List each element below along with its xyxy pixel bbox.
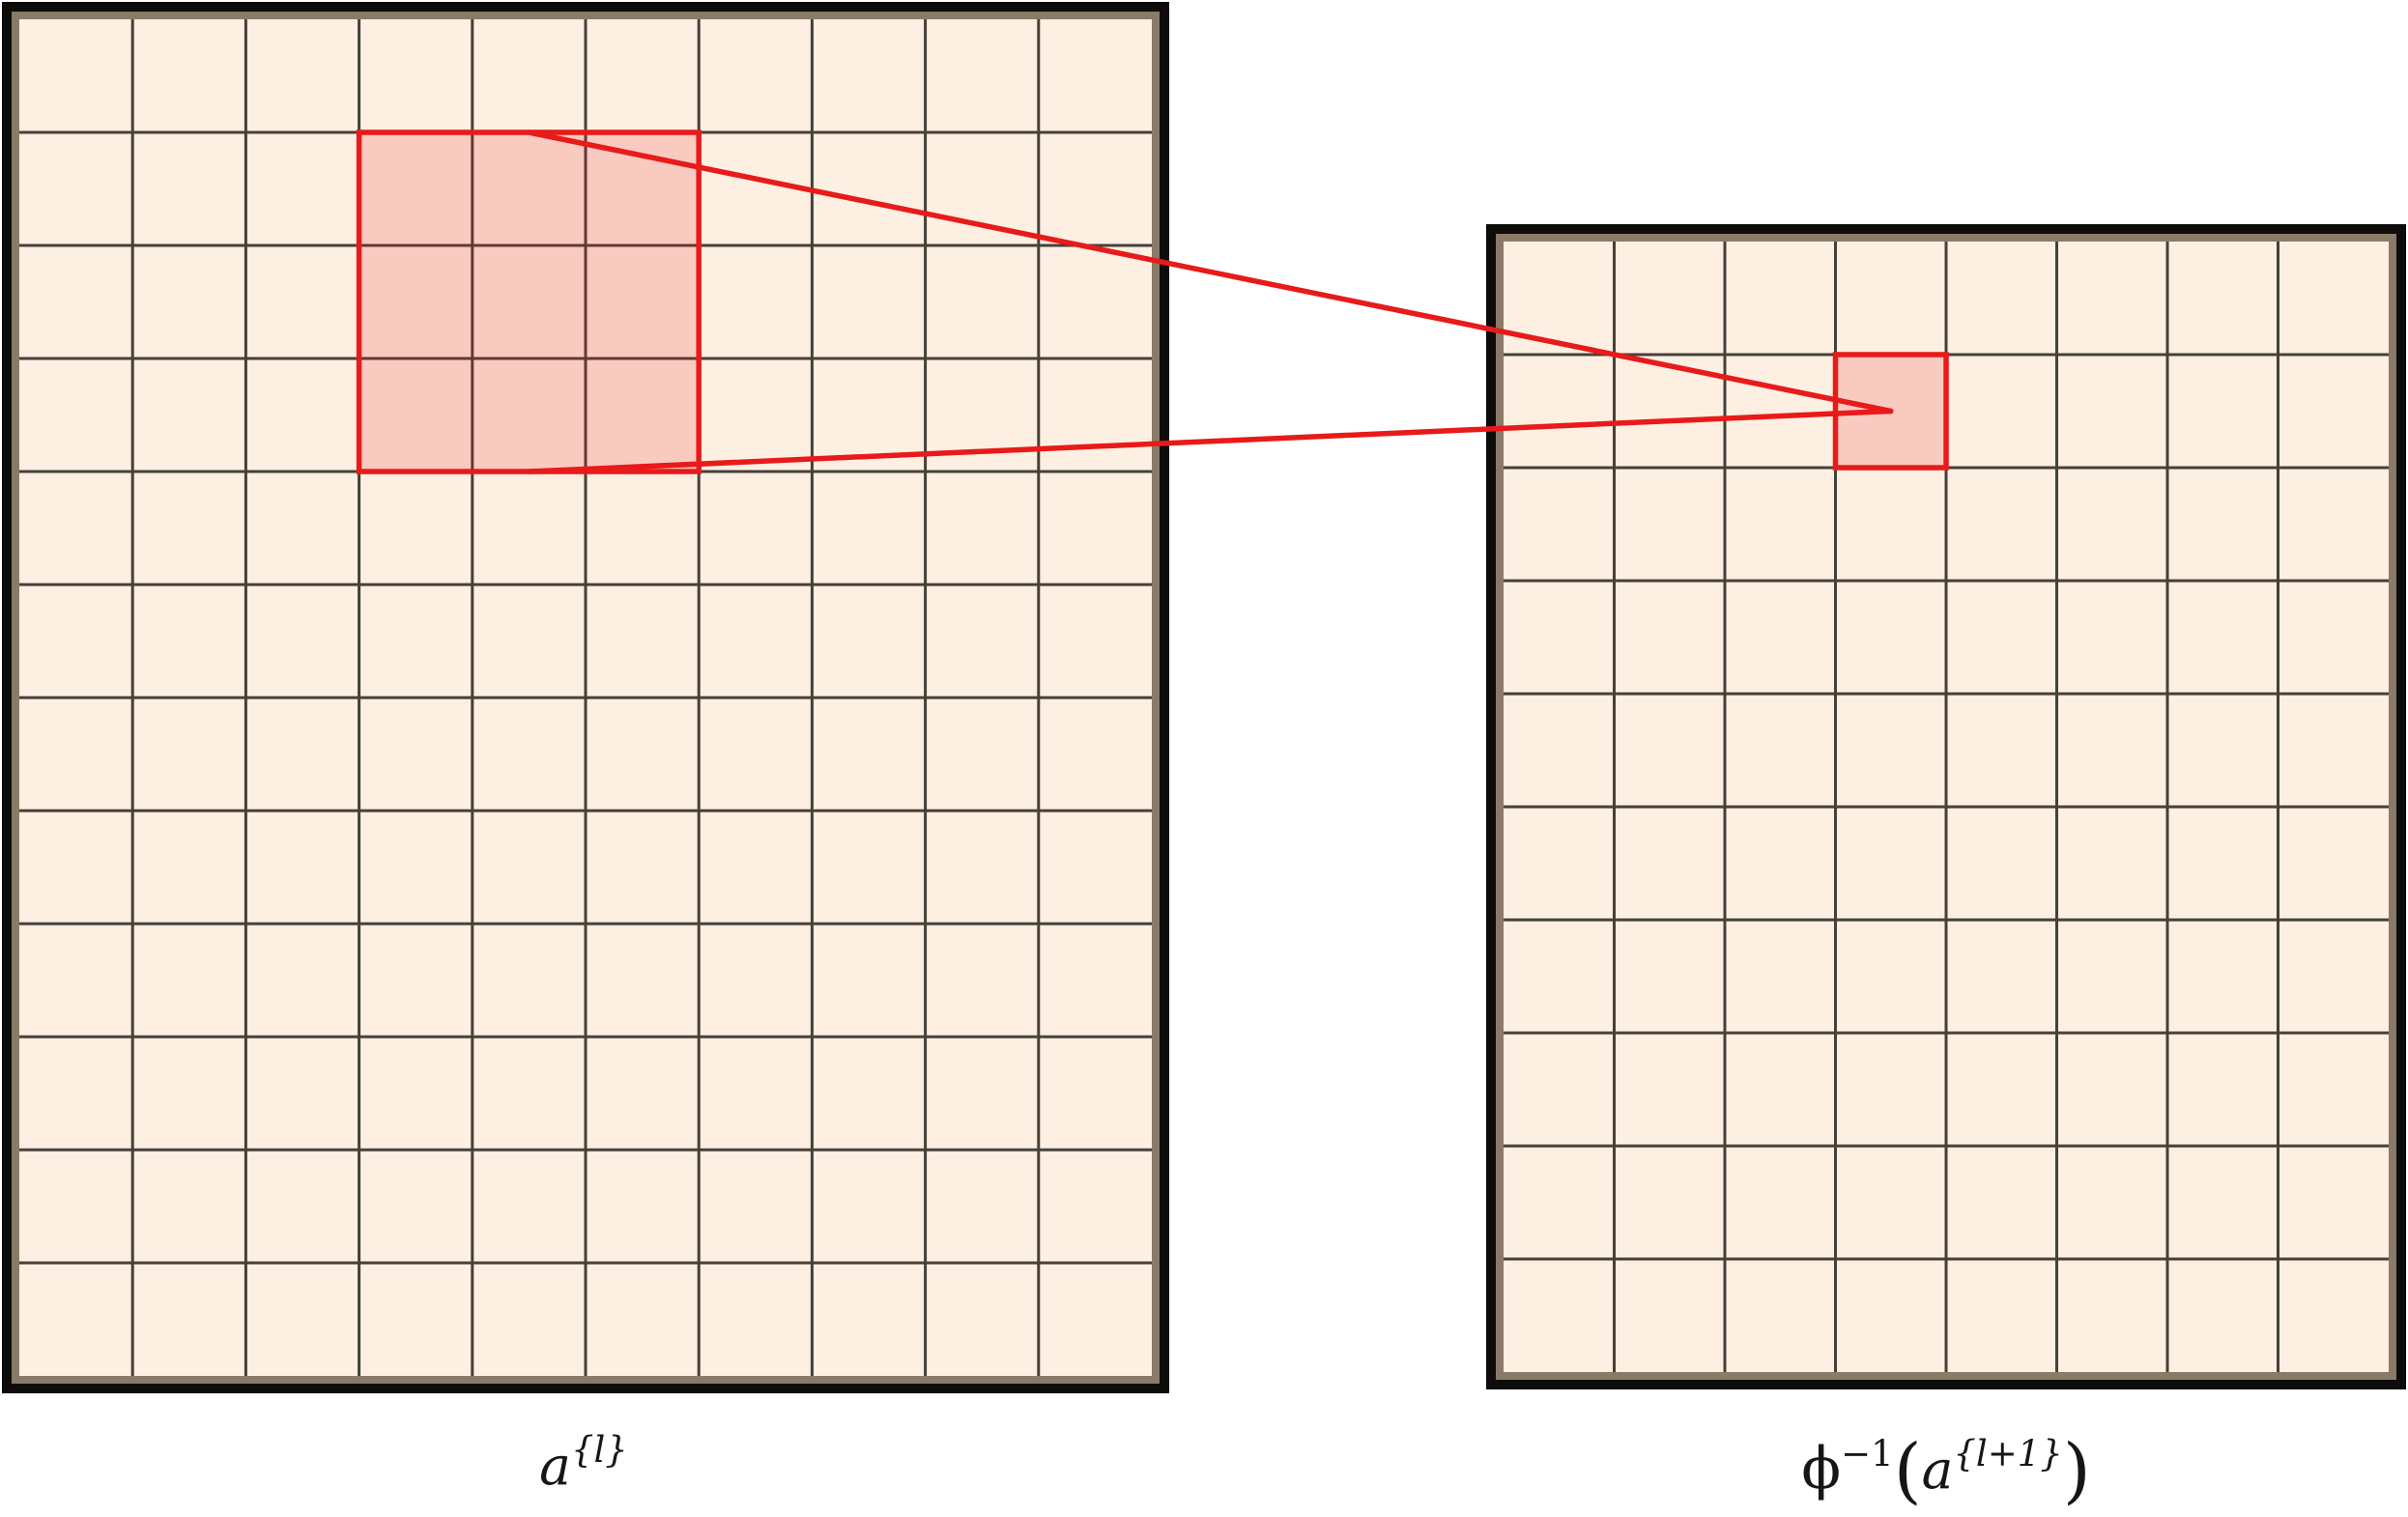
mapping-line-upper — [526, 129, 1894, 415]
right-label-superscript: {l+1} — [1953, 1433, 2063, 1475]
left-grid-bevel — [12, 12, 1160, 1384]
right-label-base: a — [1921, 1439, 1954, 1501]
open-paren: ( — [1893, 1429, 1922, 1512]
left-grid-label: a{l} — [539, 1432, 628, 1493]
right-grid-border — [1486, 224, 2406, 1389]
right-grid-label: ϕ−1(a{l+1}) — [1801, 1428, 2090, 1506]
phi-inverse-superscript: −1 — [1841, 1433, 1894, 1475]
phi-symbol: ϕ — [1801, 1435, 1842, 1503]
right-grid-bevel — [1496, 234, 2396, 1380]
left-grid-border — [2, 2, 1169, 1393]
mapping-line-lower — [526, 408, 1894, 474]
left-grid-highlight — [356, 129, 702, 474]
left-label-base: a — [539, 1435, 571, 1497]
left-label-superscript: {l} — [570, 1429, 628, 1472]
left-grid-grid-lines — [19, 19, 1152, 1376]
close-paren: ) — [2062, 1429, 2091, 1512]
